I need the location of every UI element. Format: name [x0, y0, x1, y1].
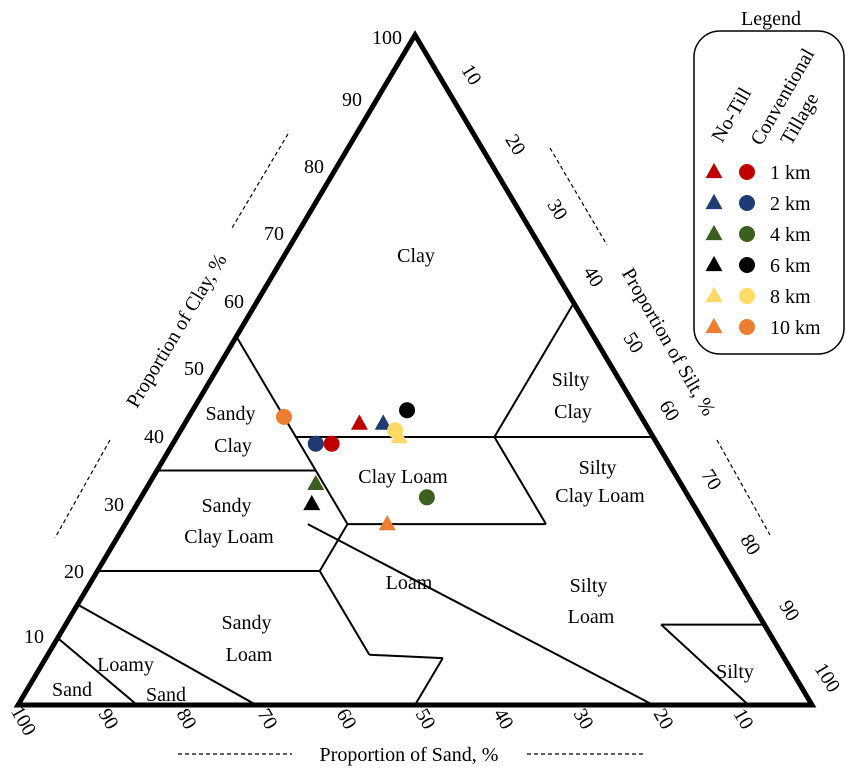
conventional-tillage-marker [418, 489, 435, 506]
clay-tick: 50 [184, 358, 204, 380]
clay-tick: 30 [104, 494, 124, 516]
texture-boundary-line [414, 657, 444, 706]
conventional-tillage-marker [275, 408, 292, 425]
region-label-loam: Loam [386, 572, 433, 594]
legend-circle-icon [739, 319, 755, 335]
legend-triangle-icon [705, 255, 723, 272]
silt-tick: 20 [500, 131, 529, 160]
silt-axis-ticks: 10 20 30 40 50 60 70 80 90 100 [456, 61, 844, 697]
legend-distance-label: 2 km [770, 193, 811, 215]
clay-axis-title: Proportion of Clay, % [122, 250, 231, 412]
legend-circle-icon [739, 164, 755, 180]
conventional-tillage-marker [399, 402, 416, 419]
region-label-sandy-loam: Sandy Loam [222, 612, 277, 666]
sand-axis-title: Proportion of Sand, % [320, 744, 499, 766]
sand-tick: 40 [489, 705, 518, 733]
sand-axis-ticks: 100 90 80 70 60 50 40 30 20 10 [6, 703, 758, 740]
silt-tick: 100 [810, 659, 845, 696]
legend-rows: 1 km 2 km 4 km 6 km 8 km 10 km [705, 162, 821, 339]
sand-tick: 20 [649, 705, 678, 733]
region-label-silty: Silty [716, 661, 754, 683]
legend-box [693, 30, 845, 355]
clay-tick: 60 [224, 291, 244, 313]
texture-boundary-line [493, 436, 547, 525]
legend-circle-icon [739, 257, 755, 273]
texture-boundary-line [660, 623, 750, 706]
sand-tick: 80 [172, 705, 201, 733]
legend-triangle-icon [705, 317, 723, 334]
legend-distance-label: 8 km [770, 286, 811, 308]
silt-tick: 30 [542, 196, 571, 225]
silt-tick: 90 [774, 597, 803, 626]
no-till-marker [374, 414, 392, 430]
region-label-silty-clay-loam: Silty Clay Loam [555, 457, 645, 507]
texture-boundaries [57, 302, 765, 706]
legend-triangle-icon [705, 224, 723, 241]
legend-distance-label: 1 km [770, 162, 811, 184]
region-labels: Clay Sandy Clay Silty Clay Clay Loam San… [52, 245, 754, 706]
sand-tick: 90 [94, 705, 123, 733]
clay-tick: 90 [342, 89, 362, 111]
region-label-clay: Clay [397, 245, 435, 267]
texture-boundary-line [57, 637, 138, 706]
clay-axis-title-group: Proportion of Clay, % [54, 133, 289, 539]
legend-distance-label: 10 km [770, 317, 821, 339]
region-label-silty-clay: Silty Clay [552, 369, 595, 423]
conventional-tillage-marker [307, 435, 324, 452]
clay-axis-ticks: 10 20 30 40 50 60 70 80 90 100 [24, 27, 402, 648]
sand-tick: 10 [729, 705, 758, 733]
silt-tick: 10 [456, 61, 485, 90]
texture-boundary-line [318, 570, 371, 656]
clay-tick: 100 [372, 27, 402, 49]
sand-tick: 100 [6, 703, 40, 740]
ternary-triangle-outline [13, 30, 817, 708]
silt-tick: 50 [618, 329, 647, 358]
texture-boundary-line [77, 603, 257, 706]
sample-markers [275, 402, 435, 531]
region-label-sand: Sand [52, 679, 92, 701]
clay-tick: 10 [24, 626, 44, 648]
texture-boundary-line [318, 523, 349, 572]
legend: Legend No-Till Conventional Tillage 1 km… [693, 8, 845, 355]
region-label-sandy-clay-loam: Sandy Clay Loam [184, 495, 274, 548]
clay-tick: 20 [64, 561, 84, 583]
no-till-marker [307, 474, 325, 491]
legend-title: Legend [741, 8, 801, 30]
silt-tick: 80 [735, 531, 764, 560]
legend-distance-label: 6 km [770, 255, 811, 277]
sand-tick: 50 [411, 705, 440, 733]
sand-tick: 30 [569, 705, 598, 733]
silt-tick: 40 [578, 263, 607, 292]
legend-circle-icon [739, 226, 755, 242]
texture-boundary-line [493, 302, 575, 438]
legend-circle-icon [739, 288, 755, 304]
sand-axis-title-group: Proportion of Sand, % [178, 744, 645, 766]
no-till-marker [303, 494, 321, 511]
sand-tick: 60 [332, 705, 361, 733]
texture-boundary-line [369, 653, 443, 660]
texture-boundary-line [314, 469, 349, 525]
region-label-silty-loam: Silty Loam [568, 575, 615, 628]
silt-tick: 60 [654, 397, 683, 426]
clay-tick: 70 [264, 223, 284, 245]
conventional-tillage-marker [323, 435, 340, 452]
region-label-clay-loam: Clay Loam [358, 466, 448, 488]
legend-distance-label: 4 km [770, 224, 811, 246]
region-label-sandy-clay: Sandy Clay [206, 403, 261, 457]
silt-tick: 70 [696, 466, 725, 495]
no-till-marker [378, 514, 396, 531]
conventional-tillage-marker [387, 422, 404, 439]
legend-triangle-icon [705, 286, 723, 303]
region-label-loamy-sand: Loamy Sand [97, 654, 186, 706]
no-till-marker [350, 414, 368, 430]
sand-tick: 70 [253, 705, 282, 733]
legend-triangle-icon [705, 193, 723, 210]
legend-circle-icon [739, 195, 755, 211]
clay-tick: 40 [144, 426, 164, 448]
texture-boundary-line [307, 523, 654, 706]
texture-boundary-line [235, 335, 317, 472]
legend-triangle-icon [705, 162, 723, 179]
clay-tick: 80 [304, 156, 324, 178]
